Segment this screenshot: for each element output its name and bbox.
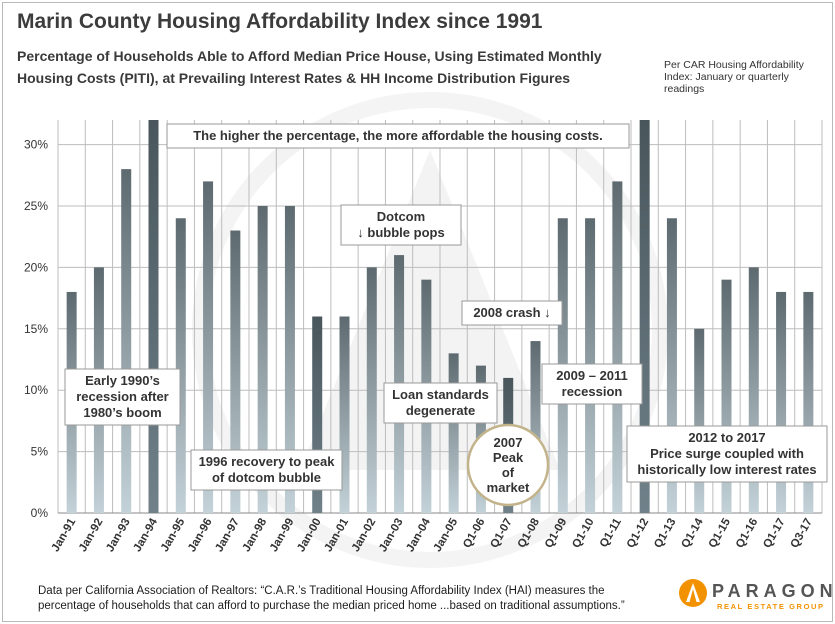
- svg-text:2008 crash ↓: 2008 crash ↓: [473, 305, 550, 320]
- bar-Jan-05: [448, 353, 459, 513]
- svg-text:Early 1990’s: Early 1990’s: [85, 373, 160, 388]
- y-tick-label: 5%: [31, 445, 49, 459]
- bar-Jan-99: [284, 205, 295, 513]
- svg-text:Loan standards: Loan standards: [392, 387, 489, 402]
- bar-Q1-13: [666, 218, 677, 513]
- paragon-logo-icon: [679, 579, 707, 607]
- svg-text:of dotcom bubble: of dotcom bubble: [212, 470, 321, 485]
- bar-Q1-15: [721, 279, 732, 513]
- y-tick-label: 20%: [24, 260, 48, 274]
- svg-text:recession after: recession after: [76, 389, 169, 404]
- bar-Q1-08: [530, 341, 541, 513]
- bar-Jan-02: [366, 267, 377, 513]
- x-tick-label: Q1-11: [598, 516, 624, 550]
- bar-Q1-11: [612, 181, 623, 513]
- bar-Jan-94: [148, 120, 159, 513]
- bar-Jan-00: [312, 316, 323, 513]
- side-note: Per CAR Housing Affordability Index: Jan…: [664, 59, 804, 95]
- bar-Jan-96: [203, 181, 214, 513]
- x-tick-label: Jan-99: [268, 517, 297, 555]
- x-tick-label: Jan-04: [404, 516, 433, 554]
- svg-text:historically low interest rate: historically low interest rates: [637, 462, 816, 477]
- svg-text:Peak: Peak: [493, 450, 524, 465]
- bar-Jan-97: [230, 230, 241, 513]
- footer-note: Data per California Association of Realt…: [38, 585, 625, 612]
- x-tick-label: Q1-17: [761, 517, 787, 551]
- x-tick-label: Q1-16: [734, 517, 760, 551]
- svg-text:Dotcom: Dotcom: [377, 209, 425, 224]
- svg-text:degenerate: degenerate: [406, 403, 475, 418]
- x-tick-label: Jan-97: [213, 517, 242, 555]
- x-tick-label: Q1-06: [461, 517, 487, 551]
- x-tick-label: Jan-05: [432, 516, 461, 554]
- x-tick-label: Q1-10: [570, 517, 596, 551]
- y-tick-label: 25%: [24, 199, 48, 213]
- annotation-dotcom: Dotcom↓ bubble pops: [340, 204, 462, 246]
- svg-text:1996 recovery to peak: 1996 recovery to peak: [199, 454, 336, 469]
- bar-Q1-17: [776, 291, 787, 513]
- svg-text:recession: recession: [562, 384, 623, 399]
- bar-Jan-93: [121, 169, 132, 513]
- chart-subtitle: Percentage of Households Able to Afford …: [17, 48, 602, 86]
- svg-text:2012 to 2017: 2012 to 2017: [688, 430, 765, 445]
- x-tick-label: Jan-92: [77, 517, 106, 555]
- x-tick-label: Q1-12: [625, 517, 651, 551]
- svg-text:1980’s boom: 1980’s boom: [83, 405, 161, 420]
- bar-Jan-01: [339, 316, 350, 513]
- bar-Jan-95: [175, 218, 186, 513]
- x-tick-label: Q1-14: [679, 516, 706, 550]
- x-tick-label: Jan-96: [186, 517, 215, 555]
- svg-text:2007: 2007: [494, 435, 523, 450]
- svg-text:market: market: [487, 480, 530, 495]
- x-tick-label: Q1-15: [707, 516, 734, 550]
- x-tick-label: Q3-17: [789, 517, 815, 551]
- svg-text:↓ bubble pops: ↓ bubble pops: [357, 225, 444, 240]
- bar-Q1-16: [748, 267, 759, 513]
- x-tick-label: Jan-91: [50, 516, 79, 554]
- svg-text:Price surge coupled with: Price surge coupled with: [650, 446, 804, 461]
- y-tick-label: 0%: [31, 506, 49, 520]
- svg-text:2009 – 2011: 2009 – 2011: [556, 368, 628, 383]
- x-tick-label: Jan-93: [104, 517, 133, 555]
- y-tick-label: 10%: [24, 383, 48, 397]
- annotation-crash2008: 2008 crash ↓: [461, 300, 563, 326]
- y-tick-label: 15%: [24, 322, 48, 336]
- chart-title: Marin County Housing Affordability Index…: [17, 10, 543, 33]
- bar-Q3-17: [803, 291, 814, 513]
- annotation-higher: The higher the percentage, the more affo…: [166, 123, 630, 149]
- bar-Q1-14: [694, 328, 705, 513]
- x-tick-label: Q1-13: [652, 517, 678, 551]
- logo-wordmark: PARAGON: [712, 581, 835, 601]
- svg-text:The higher the percentage, the: The higher the percentage, the more affo…: [193, 128, 603, 143]
- x-tick-label: Jan-03: [377, 517, 406, 555]
- bar-chart: 0%5%10%15%20%25%30%Jan-91Jan-92Jan-93Jan…: [24, 92, 828, 568]
- x-tick-label: Jan-95: [159, 516, 188, 554]
- x-tick-label: Jan-94: [131, 516, 160, 554]
- y-tick-label: 30%: [24, 138, 48, 152]
- logo-tagline: REAL ESTATE GROUP: [717, 602, 825, 611]
- svg-text:of: of: [502, 465, 515, 480]
- bar-Jan-98: [257, 205, 268, 513]
- bar-Q1-12: [639, 120, 650, 513]
- x-tick-label: Jan-98: [241, 516, 270, 554]
